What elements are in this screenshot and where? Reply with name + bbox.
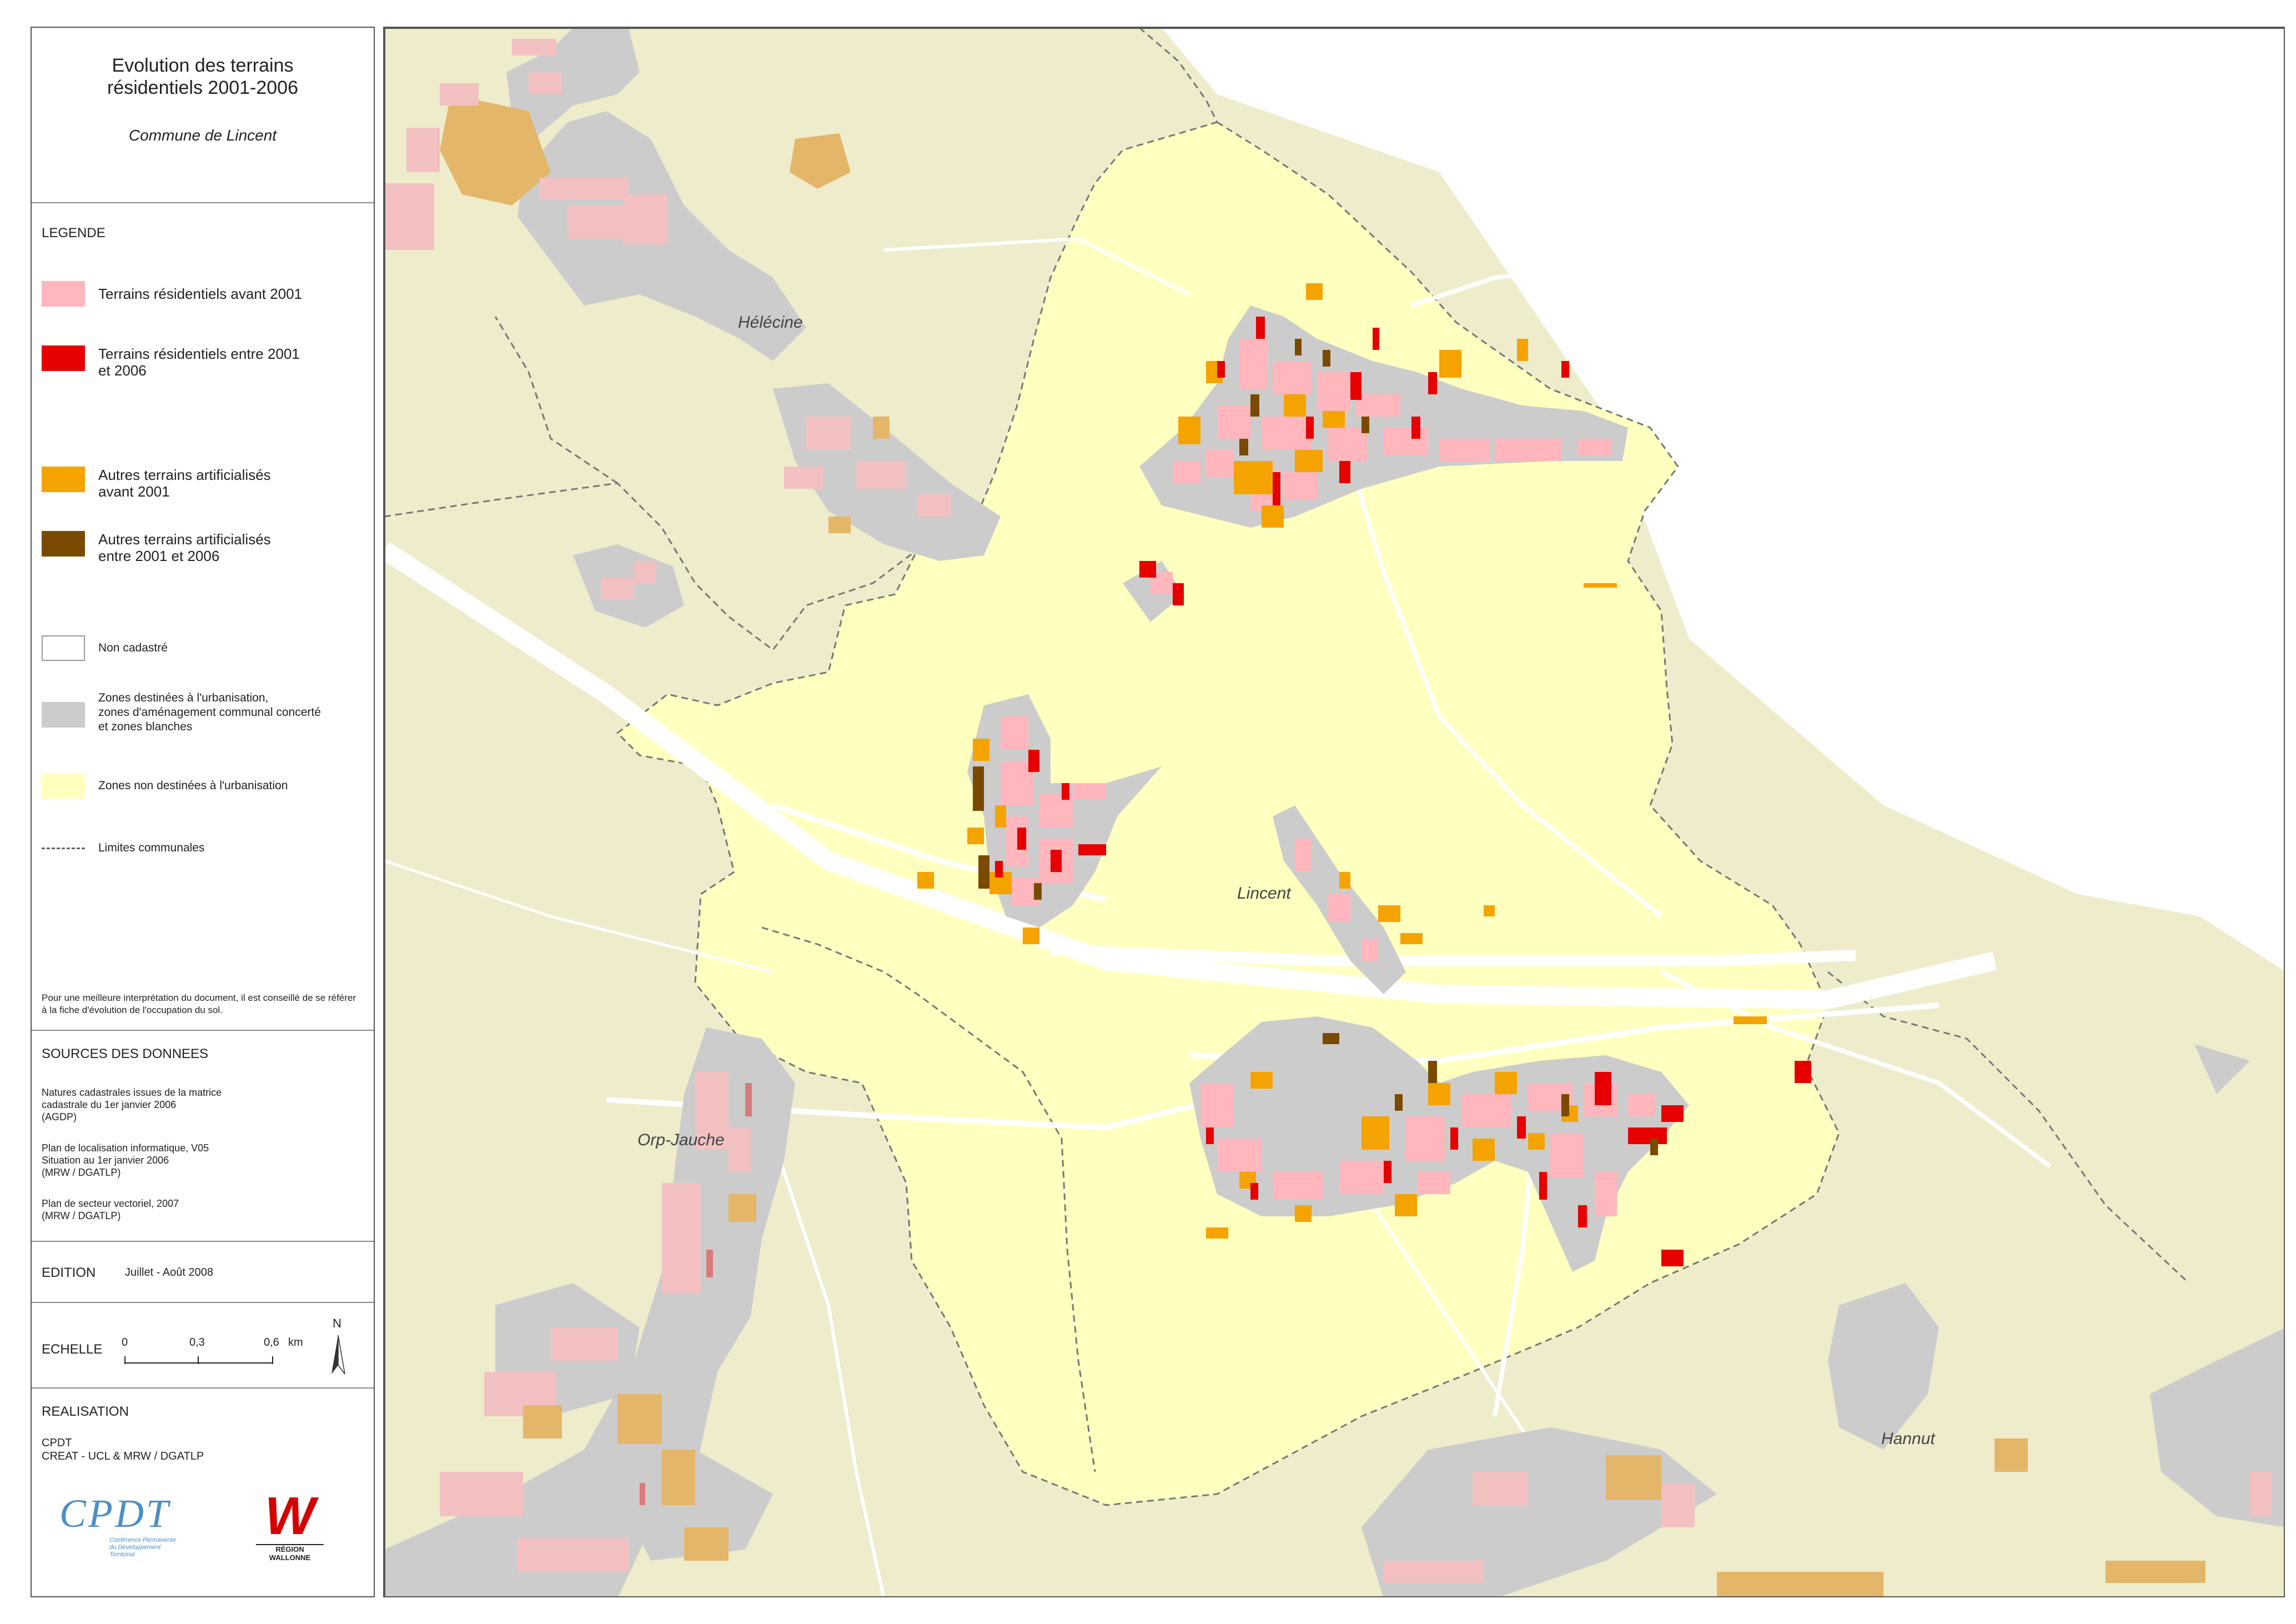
legend-item-art-old: Autres terrains artificialisés avant 200… (42, 467, 271, 500)
swatch-res-new (42, 345, 85, 371)
legend-item-non-cadastre: Non cadastré (42, 635, 168, 661)
helecine-settlement (384, 28, 851, 361)
railway (384, 542, 1997, 1010)
legend-label: Terrains résidentiels avant 2001 (98, 285, 303, 302)
scale-unit: km (288, 1336, 303, 1349)
legend-label: Autres terrains artificialisés entre 200… (98, 531, 271, 564)
orp-jauche-settlement (384, 1027, 795, 1596)
middle-settlement (573, 383, 1001, 628)
source-item: Plan de localisation informatique, V05 S… (42, 1142, 209, 1178)
hannut-settlement (1361, 1044, 2284, 1596)
swatch-non-cadastre (42, 635, 85, 661)
racour-village (1123, 283, 1628, 622)
scale-bar (124, 1335, 345, 1375)
swatch-urban-zone (42, 702, 85, 728)
place-label-orp-jauche: Orp-Jauche (637, 1131, 725, 1149)
pellaines-village (917, 694, 1162, 944)
non-cadastre-area (1162, 28, 2284, 971)
north-arrow-icon (331, 1335, 345, 1375)
swatch-art-old (42, 467, 85, 492)
sources-heading: SOURCES DES DONNEES (42, 1046, 209, 1061)
scale-tick-2: 0,6 (264, 1336, 279, 1349)
legend-label: Zones non destinées à l'urbanisation (98, 779, 288, 792)
map-title: Evolution des terrains résidentiels 2001… (107, 55, 299, 98)
source-item: Plan de secteur vectoriel, 2007 (MRW / D… (42, 1198, 179, 1221)
wallonia-logo-subtext: RÉGION WALLONNE (256, 1544, 324, 1562)
swatch-res-old (42, 281, 85, 307)
edition-label: EDITION (42, 1265, 96, 1280)
place-label-lincent: Lincent (1237, 884, 1291, 903)
edition-block: EDITION Juillet - Août 2008 (32, 1242, 374, 1303)
realisation-text: CPDT CREAT - UCL & MRW / DGATLP (42, 1437, 204, 1462)
scale-tick-1: 0,3 (189, 1336, 205, 1349)
commune-subtitle: Commune de Lincent (128, 127, 277, 144)
legend-label: Autres terrains artificialisés avant 200… (98, 467, 271, 500)
cpdt-logo-subtext: Conférence Permanente du Développement T… (109, 1537, 176, 1558)
cpdt-logo-text: CPDT (59, 1491, 171, 1536)
scale-block: ECHELLE 0 0,3 0,6 km N (32, 1303, 374, 1389)
legend-label: Limites communales (98, 841, 205, 854)
legend-item-res-old: Terrains résidentiels avant 2001 (42, 281, 302, 307)
scale-label: ECHELLE (42, 1342, 103, 1357)
legend-item-urban-zone: Zones destinées à l'urbanisation, zones … (42, 691, 321, 734)
swatch-non-urban (42, 773, 85, 799)
legend-heading: LEGENDE (42, 225, 105, 240)
legend-item-non-urban: Zones non destinées à l'urbanisation (42, 773, 288, 799)
sources-block: SOURCES DES DONNEES Natures cadastrales … (32, 1031, 374, 1242)
source-item: Natures cadastrales issues de la matrice… (42, 1087, 222, 1122)
title-block: Evolution des terrains résidentiels 2001… (32, 28, 374, 203)
cpdt-logo: CPDT Conférence Permanente du Développem… (59, 1491, 193, 1568)
north-label: N (333, 1316, 341, 1330)
dashed-line-icon (42, 835, 85, 861)
legend-label: Non cadastré (98, 641, 168, 654)
realisation-block: REALISATION CPDT CREAT - UCL & MRW / DGA… (32, 1389, 374, 1598)
legend-block: LEGENDE Terrains résidentiels avant 2001… (32, 203, 374, 1031)
map-canvas[interactable] (384, 28, 2285, 1597)
place-label-helecine: Hélécine (738, 313, 803, 332)
scattered-parcels (1206, 583, 1811, 1266)
legend-note: Pour une meilleure interprétation du doc… (42, 993, 356, 1015)
legend-label: Terrains résidentiels entre 2001 et 2006 (98, 345, 300, 379)
legend-panel: Evolution des terrains résidentiels 2001… (31, 27, 375, 1597)
realisation-heading: REALISATION (42, 1404, 129, 1419)
legend-item-art-new: Autres terrains artificialisés entre 200… (42, 531, 271, 564)
place-label-hannut: Hannut (1881, 1430, 1935, 1448)
region-wallonne-logo: W RÉGION WALLONNE (248, 1488, 331, 1572)
map-frame[interactable]: Hélécine Lincent Orp-Jauche Hannut (383, 27, 2285, 1597)
edition-value: Juillet - Août 2008 (125, 1266, 213, 1279)
lincent-center-street (1273, 805, 1406, 994)
lincent-south-town (1189, 1016, 1689, 1272)
legend-label: Zones destinées à l'urbanisation, zones … (98, 691, 321, 733)
legend-item-limits: Limites communales (42, 835, 204, 861)
swatch-art-new (42, 531, 85, 557)
wallonia-logo-text: W (264, 1486, 315, 1546)
legend-item-res-new: Terrains résidentiels entre 2001 et 2006 (42, 345, 300, 379)
scale-tick-0: 0 (122, 1336, 128, 1349)
